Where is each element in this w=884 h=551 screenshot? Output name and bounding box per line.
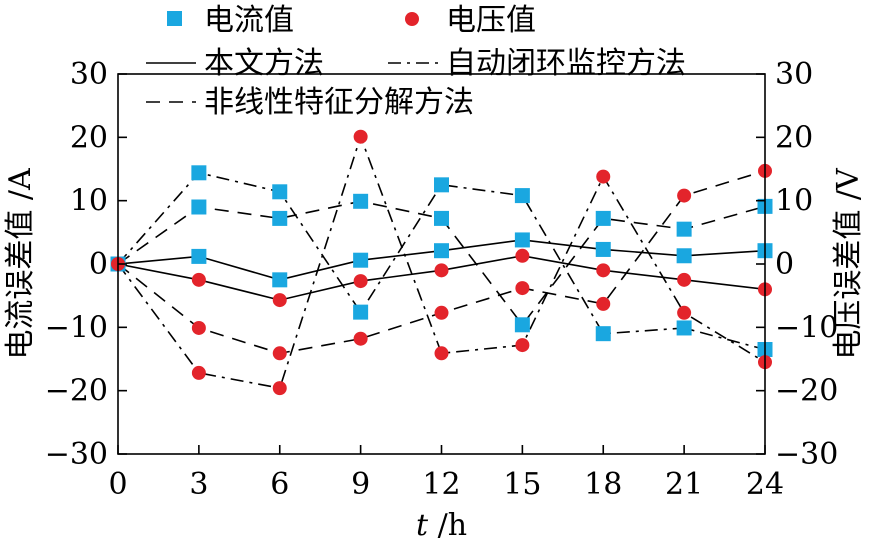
x-tick-label: 0 (108, 467, 127, 502)
point-closed_loop-voltage-7 (677, 305, 692, 320)
tick-labels: 0 3 6 9 12 15 18 21 24 30 30 20 20 10 10 0 0 −10 −10 −20 −20… (45, 57, 839, 502)
legend-voltage-label: 电压值 (446, 3, 536, 38)
y-left-tick-label: 30 (70, 57, 108, 92)
axes (117, 73, 766, 455)
y-right-tick-label: 30 (775, 57, 813, 92)
legend-current-marker (167, 11, 182, 26)
y-right-tick-label: 10 (775, 184, 813, 219)
axis-titles: t /h 电流误差值 /A 电压误差值 /V (3, 167, 866, 543)
point-nonlinear-voltage-2 (272, 346, 287, 361)
point-proposed-voltage-5 (515, 248, 530, 263)
point-nonlinear-voltage-1 (191, 320, 206, 335)
point-proposed-current-3 (353, 252, 369, 268)
point-closed_loop-voltage-1 (191, 365, 206, 380)
point-nonlinear-current-2 (272, 210, 288, 226)
point-proposed-voltage-3 (353, 274, 368, 289)
point-nonlinear-voltage-5 (515, 281, 530, 296)
point-proposed-current-4 (434, 243, 449, 259)
point-nonlinear-current-7 (676, 221, 692, 237)
y-left-tick-label: −30 (45, 437, 108, 472)
y-left-tick-label: 0 (89, 247, 108, 282)
point-closed_loop-current-3 (353, 304, 369, 320)
y-left-tick-label: 20 (70, 120, 108, 155)
point-closed_loop-current-6 (595, 326, 611, 342)
point-proposed-voltage-7 (677, 272, 692, 287)
point-proposed-current-7 (676, 248, 692, 264)
point-proposed-current-1 (191, 248, 207, 264)
point-proposed-voltage-1 (191, 272, 206, 287)
y-left-axis-title: 电流误差值 /A (3, 168, 38, 360)
x-axis-variable: t (416, 508, 429, 543)
point-nonlinear-voltage-7 (677, 188, 692, 203)
legend-current-label: 电流值 (204, 3, 294, 38)
legend-proposed-label: 本文方法 (204, 46, 324, 81)
series-line-proposed-voltage (117, 254, 766, 301)
point-proposed-current-2 (272, 272, 288, 288)
point-nonlinear-voltage-4 (434, 305, 449, 320)
point-closed_loop-current-7 (676, 320, 692, 336)
y-right-axis-title: 电压误差值 /V (831, 167, 866, 360)
point-proposed-voltage-6 (596, 263, 611, 278)
y-right-tick-label: −10 (775, 310, 838, 345)
point-nonlinear-current-6 (595, 210, 611, 226)
x-tick-label: 21 (665, 467, 703, 502)
y-left-tick-label: −20 (45, 374, 108, 409)
x-tick-label: 12 (422, 467, 460, 502)
x-tick-label: 18 (584, 467, 622, 502)
point-closed_loop-voltage-2 (272, 381, 287, 396)
point-proposed-voltage-2 (272, 293, 287, 308)
point-closed_loop-current-2 (272, 184, 288, 200)
y-left-tick-label: −10 (45, 310, 108, 345)
y-right-tick-label: −30 (775, 437, 838, 472)
series-line-closed_loop-current (117, 171, 766, 351)
x-tick-label: 9 (351, 467, 370, 502)
point-closed_loop-current-5 (514, 188, 530, 204)
point-proposed-current-6 (595, 241, 611, 257)
point-nonlinear-voltage-6 (596, 296, 611, 311)
x-tick-label: 3 (189, 467, 208, 502)
y-right-tick-label: 20 (775, 120, 813, 155)
point-closed_loop-voltage-6 (596, 169, 611, 184)
point-proposed-current-5 (514, 232, 530, 248)
legend-nonlinear-label: 非线性特征分解方法 (204, 85, 474, 120)
point-closed_loop-voltage-5 (515, 338, 530, 353)
x-tick-label: 6 (270, 467, 289, 502)
point-proposed-voltage-4 (434, 263, 449, 278)
point-closed_loop-current-4 (434, 177, 449, 193)
point-nonlinear-voltage-3 (353, 331, 368, 346)
y-right-tick-label: −20 (775, 374, 838, 409)
point-nonlinear-current-4 (434, 210, 449, 226)
x-tick-label: 15 (503, 467, 541, 502)
x-axis-unit: /h (428, 508, 467, 543)
legend-voltage-marker (405, 12, 419, 26)
point-closed_loop-voltage-3 (353, 129, 368, 144)
point-closed_loop-current-1 (191, 165, 207, 181)
legend-closed-loop-label: 自动闭环监控方法 (446, 46, 686, 81)
y-left-tick-label: 10 (70, 184, 108, 219)
series-line-nonlinear-voltage (117, 170, 766, 355)
point-nonlinear-current-5 (514, 317, 530, 333)
point-closed_loop-voltage-4 (434, 346, 449, 361)
series-markers (110, 129, 773, 396)
x-axis-title: t /h (416, 508, 467, 543)
point-nonlinear-current-3 (353, 193, 369, 209)
x-tick-label: 24 (746, 467, 784, 502)
y-right-tick-label: 0 (775, 247, 794, 282)
point-nonlinear-current-1 (191, 199, 207, 215)
